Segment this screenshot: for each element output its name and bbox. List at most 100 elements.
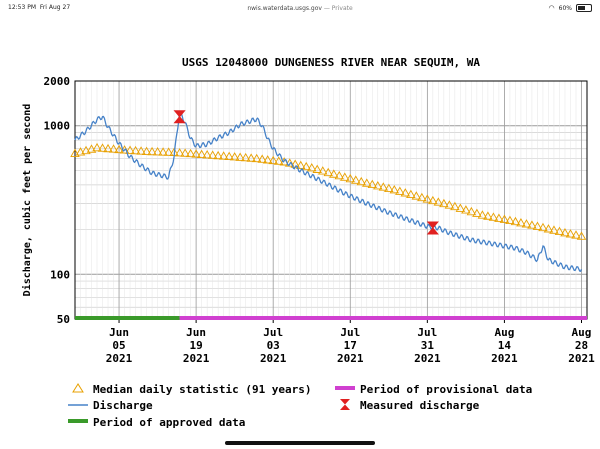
median-point (81, 145, 91, 155)
median-point (147, 146, 157, 156)
median-point (466, 206, 477, 216)
period-bars (75, 316, 587, 320)
median-point (130, 145, 141, 155)
median-point (373, 180, 383, 190)
median-point (384, 183, 394, 192)
median-point (538, 222, 548, 232)
y-tick-label: 1000 (44, 120, 71, 133)
status-time-date: 12:53 PM Fri Aug 27 (8, 4, 71, 11)
median-point (450, 201, 460, 211)
median-point (411, 191, 422, 200)
x-tick-label: Jul (340, 326, 360, 339)
median-point (334, 170, 345, 180)
y-axis-ticks: 50 100 1000 2000 (44, 75, 71, 326)
median-point (70, 148, 80, 157)
median-point (367, 179, 378, 189)
median-point (521, 219, 532, 228)
median-point (196, 149, 207, 158)
median-point (103, 143, 113, 153)
status-right: ◠ 60% (549, 4, 592, 12)
median-point (312, 164, 323, 173)
x-tick-label: 05 (112, 339, 125, 352)
y-tick-label: 100 (50, 268, 70, 281)
x-tick-label: 2021 (260, 352, 287, 365)
median-point (152, 147, 163, 156)
x-tick-label: 17 (344, 339, 357, 352)
median-point (213, 150, 223, 160)
median-point (549, 225, 559, 234)
x-tick-label: 14 (498, 339, 512, 352)
legend-symbol (335, 386, 355, 390)
median-point (207, 150, 218, 159)
median-point (499, 214, 510, 223)
median-point (262, 155, 273, 164)
median-point (240, 152, 251, 162)
x-tick-label: 19 (189, 339, 202, 352)
legend-label: Discharge (93, 399, 153, 412)
median-point (433, 197, 444, 206)
median-point (328, 169, 339, 178)
x-tick-label: 2021 (414, 352, 441, 365)
period-bar (75, 316, 180, 320)
median-point (317, 166, 328, 175)
x-tick-label: Jul (417, 326, 437, 339)
median-point (400, 188, 411, 197)
median-point (251, 153, 262, 163)
x-tick-label: 31 (421, 339, 435, 352)
median-point (158, 147, 168, 156)
median-point (389, 184, 400, 194)
legend-symbol (68, 419, 88, 423)
median-point (246, 153, 256, 162)
x-tick-label: 2021 (106, 352, 133, 365)
wifi-icon: ◠ (548, 4, 555, 12)
median-point (505, 215, 515, 224)
median-point (406, 189, 416, 199)
median-point (477, 210, 488, 219)
x-axis-ticks: Jun052021Jun192021Jul032021Jul172021Jul3… (106, 319, 595, 365)
median-point (185, 148, 196, 158)
grid (74, 80, 587, 320)
legend-label: Period of provisional data (360, 383, 532, 396)
median-point (510, 216, 521, 226)
median-point (444, 200, 455, 209)
median-point (141, 146, 152, 156)
home-indicator[interactable] (225, 441, 375, 445)
median-point (571, 230, 581, 239)
median-point (301, 161, 312, 171)
battery-percent: 60% (558, 4, 572, 12)
median-point (191, 149, 201, 158)
url-text: nwis.waterdata.usgs.gov (247, 5, 322, 12)
status-bar: 12:53 PM Fri Aug 27 nwis.waterdata.usgs.… (0, 0, 600, 16)
median-point (428, 195, 438, 205)
median-point (339, 172, 350, 181)
chart-title: USGS 12048000 DUNGENESS RIVER NEAR SEQUI… (182, 56, 480, 69)
median-point (97, 143, 108, 152)
x-tick-label: 03 (267, 339, 280, 352)
median-point (472, 208, 482, 217)
period-bar (179, 316, 587, 320)
legend-symbol (340, 399, 350, 410)
x-tick-label: 2021 (183, 352, 210, 365)
y-tick-label: 50 (57, 313, 70, 326)
median-point (174, 148, 185, 157)
battery-fill (578, 6, 586, 10)
median-point (92, 142, 102, 152)
median-point (323, 167, 334, 177)
median-point (527, 220, 537, 229)
median-point (461, 205, 471, 214)
median-point (268, 155, 278, 165)
median-point (494, 213, 504, 222)
median-point (543, 224, 554, 233)
median-point (554, 226, 565, 236)
median-point (229, 152, 240, 161)
median-point (345, 173, 356, 183)
address-bar[interactable]: nwis.waterdata.usgs.gov — Private (0, 5, 600, 12)
median-point (483, 211, 493, 220)
median-point (439, 198, 449, 208)
median-point (235, 152, 245, 161)
median-point (488, 212, 499, 221)
x-tick-label: Jun (109, 326, 129, 339)
median-point (114, 144, 124, 154)
discharge-line (74, 110, 583, 272)
